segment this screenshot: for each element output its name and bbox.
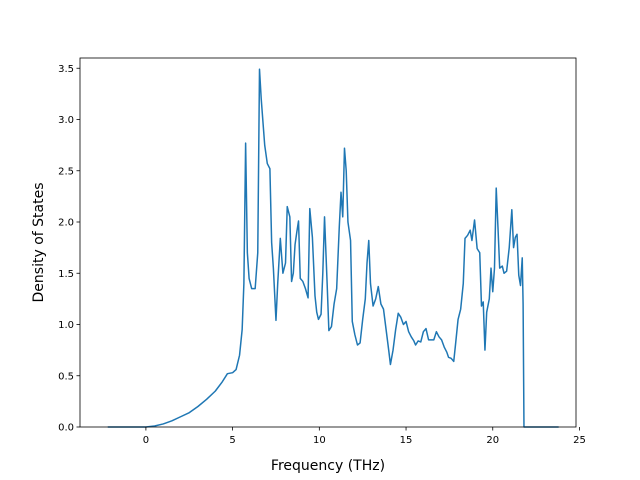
x-tick-label: 10 [313,435,326,446]
y-tick-label: 2.0 [58,218,74,229]
axes-frame [79,57,577,428]
y-tick-label: 0.0 [58,423,74,434]
y-tick-label: 0.5 [58,371,74,382]
axis-ticks: 0 5 10 15 20 25 0.0 0.5 1.0 1.5 2.0 2.5 3.0 3.5 [58,64,586,446]
x-tick-label: 0 [143,435,149,446]
x-tick-label: 20 [486,435,499,446]
x-tick-label: 25 [573,435,586,446]
y-tick-label: 2.5 [58,166,74,177]
y-tick-label: 3.0 [58,115,74,126]
x-tick-label: 5 [229,435,235,446]
plot-area [107,68,559,428]
y-tick-label: 1.0 [58,320,74,331]
y-axis-label: Density of States [31,183,47,303]
y-tick-label: 1.5 [58,269,74,280]
x-axis-label: Frequency (THz) [271,458,385,474]
y-tick-label: 3.5 [58,64,74,75]
dos-series-line-0 [107,68,559,428]
x-tick-label: 15 [400,435,413,446]
